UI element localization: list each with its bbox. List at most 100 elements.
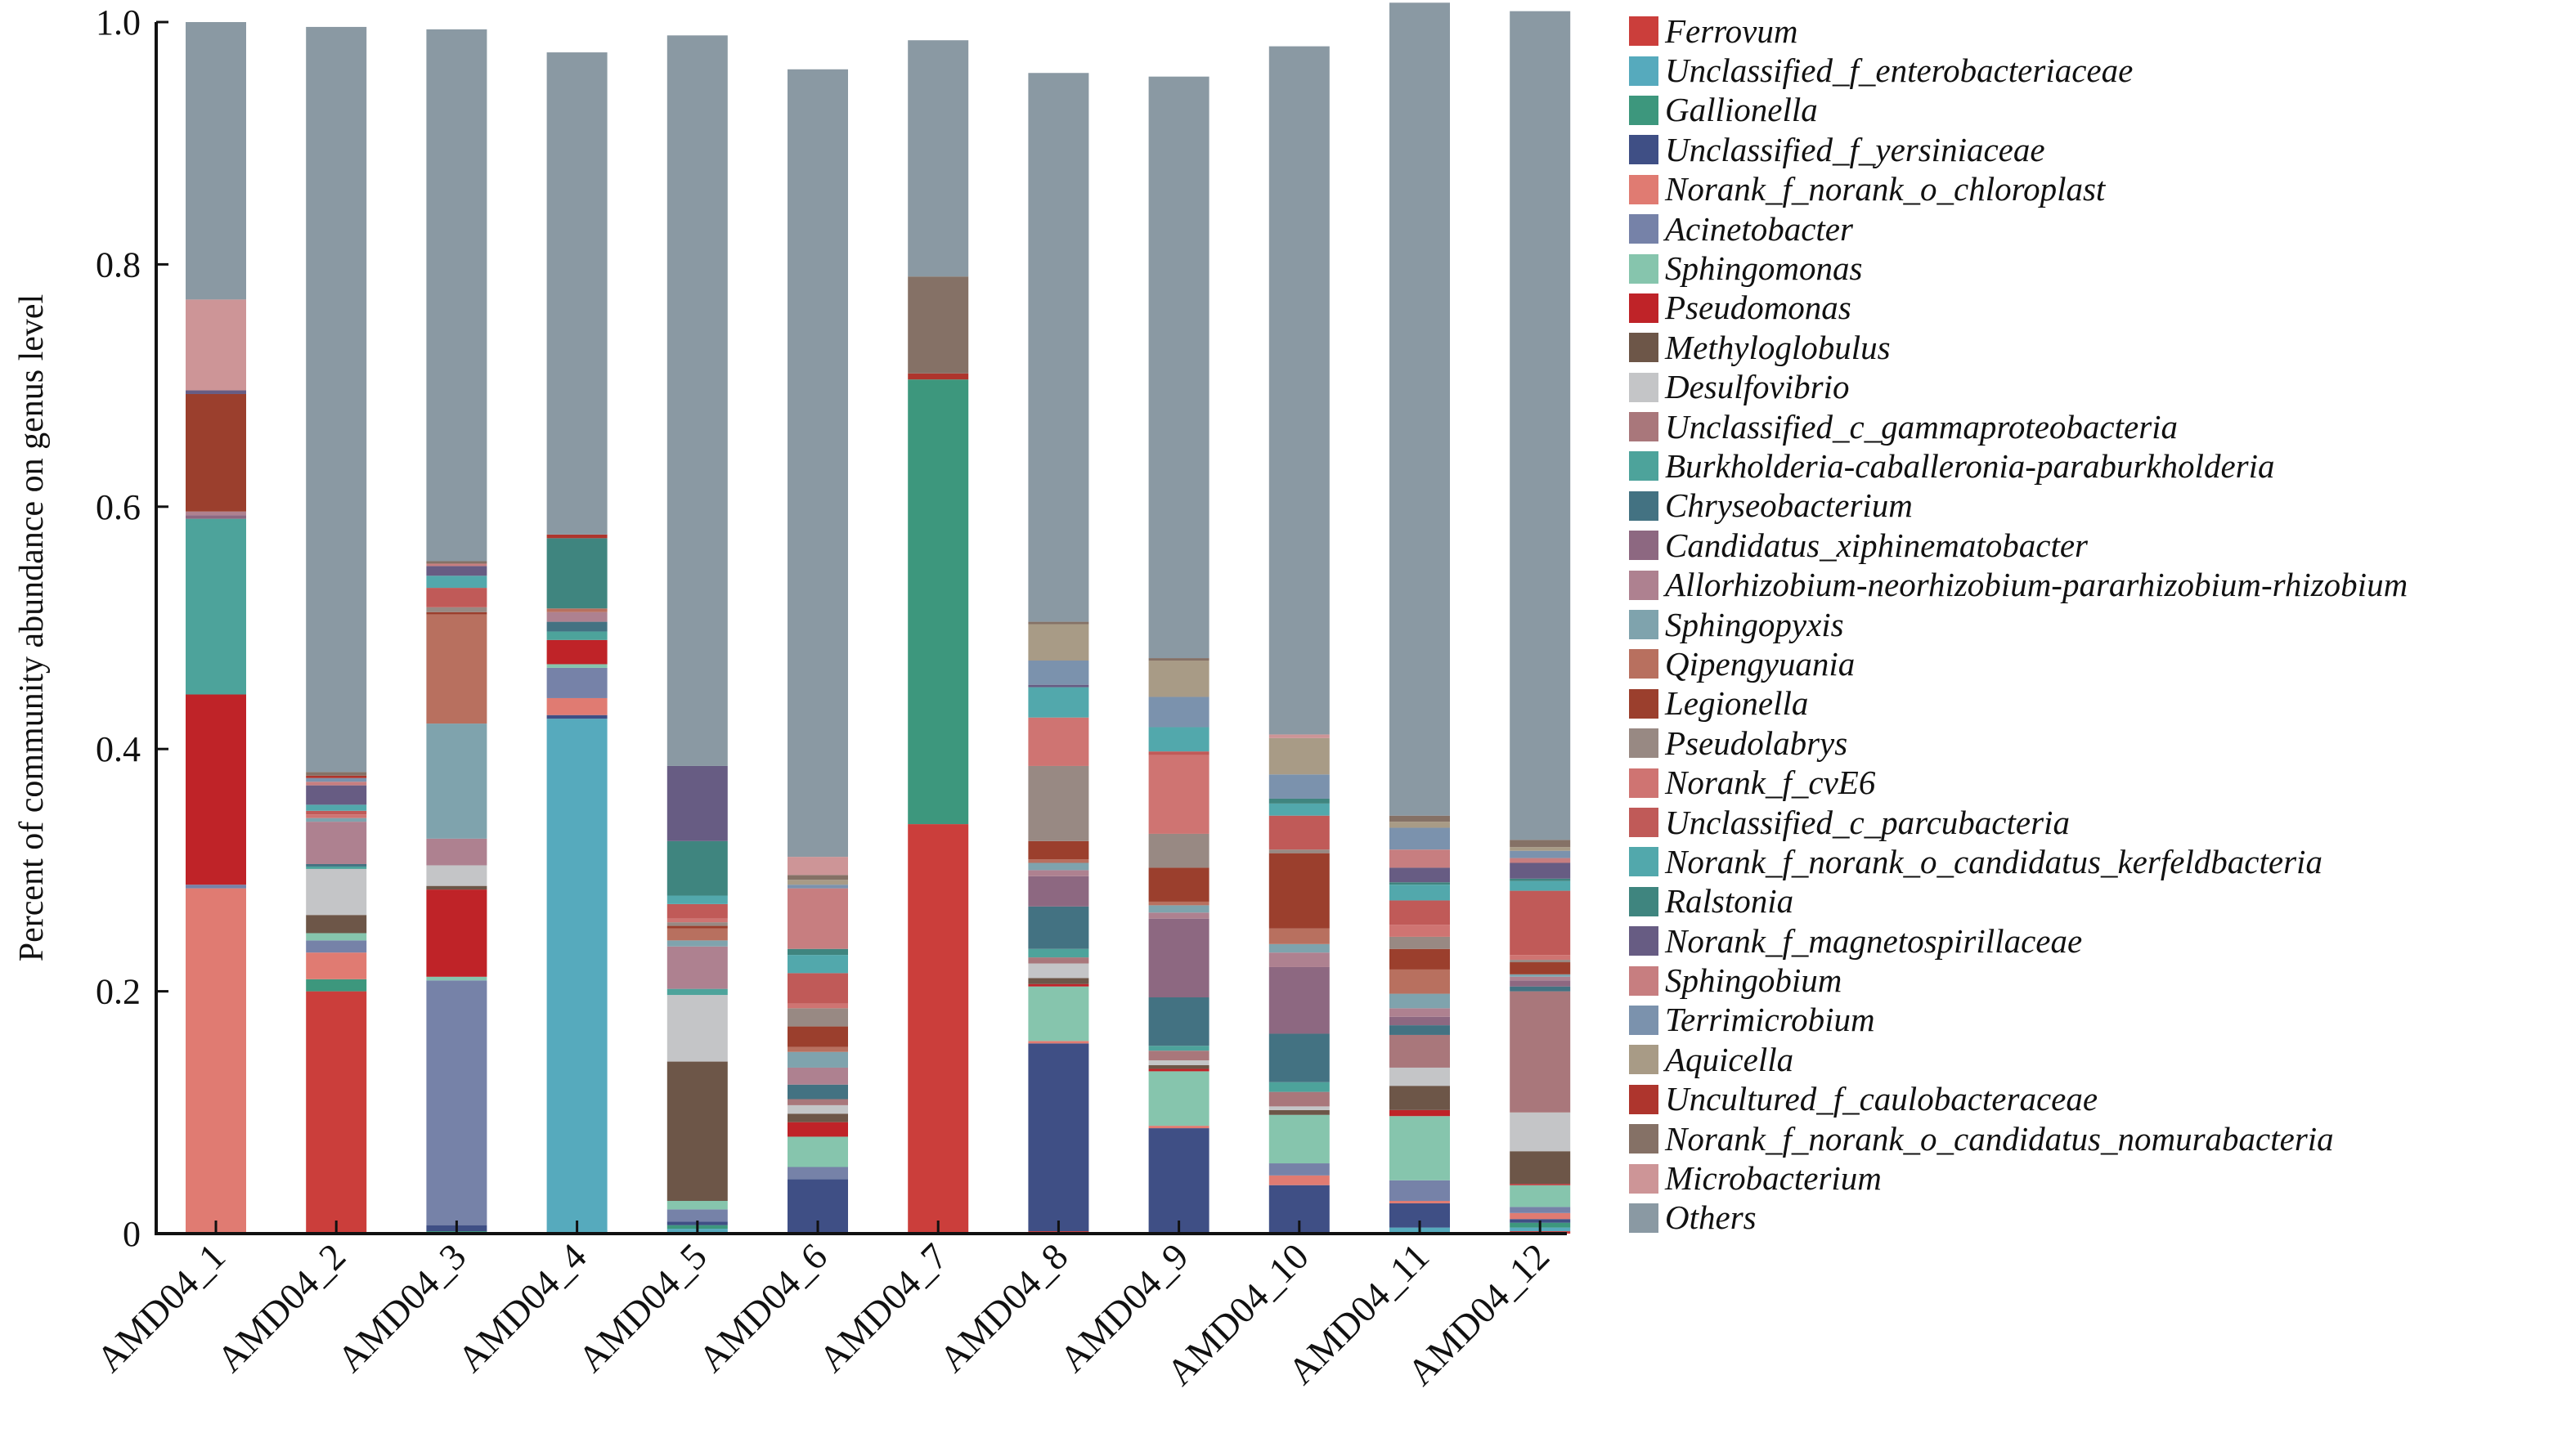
bar-segment (1510, 862, 1571, 879)
bars-layer (186, 2, 1571, 1234)
legend-label: Legionella (1665, 684, 1809, 723)
legend-swatch (1629, 1163, 1658, 1194)
bar-segment (1268, 815, 1330, 850)
bar-segment (788, 885, 848, 889)
legend-swatch (1629, 1045, 1658, 1075)
bar-stack-AMD04_11 (1389, 2, 1450, 1234)
legend-swatch (1629, 451, 1658, 482)
bar-segment (1148, 697, 1209, 728)
legend-label: Ferrovum (1665, 11, 1798, 50)
bar-segment (306, 777, 367, 782)
bar-segment (1510, 986, 1571, 992)
bar-segment (1148, 755, 1209, 834)
bar-segment (788, 1122, 848, 1137)
legend-swatch (1629, 333, 1658, 363)
bar-segment (1268, 1175, 1330, 1185)
legend-label: Terrimicrobium (1665, 1001, 1875, 1039)
bar-segment (546, 631, 608, 640)
bar-segment (186, 518, 246, 695)
bar-segment (1148, 661, 1209, 697)
bar-segment (306, 810, 367, 815)
legend-item: Aquicella (1629, 1040, 2408, 1079)
bar-stack-AMD04_12 (1510, 11, 1571, 1234)
bar-segment (788, 1167, 848, 1180)
bar-segment (1028, 624, 1089, 661)
legend-label: Norank_f_norank_o_candidatus_nomurabacte… (1665, 1119, 2334, 1158)
legend-item: Sphingobium (1629, 961, 2408, 1000)
bar-segment (908, 276, 969, 374)
bar-segment (666, 765, 728, 841)
bar-segment (666, 925, 728, 929)
bar-segment (1389, 1025, 1450, 1035)
bar-segment (908, 40, 969, 277)
bar-stack-AMD04_2 (306, 26, 367, 1234)
bar-segment (306, 952, 367, 979)
bar-segment (1389, 1086, 1450, 1110)
legend-item: Candidatus_xiphinematobacter (1629, 526, 2408, 565)
bar-segment (306, 775, 367, 778)
bar-segment (1028, 73, 1089, 622)
legend-swatch (1629, 886, 1658, 916)
legend-label: Aquicella (1665, 1040, 1794, 1078)
legend-swatch (1629, 847, 1658, 877)
bar-segment (1268, 798, 1330, 804)
legend-swatch (1629, 56, 1658, 86)
bar-segment (1389, 969, 1450, 994)
legend-label: Candidatus_xiphinematobacter (1665, 526, 2089, 564)
bar-segment (1028, 621, 1089, 625)
bar-segment (788, 1051, 848, 1068)
legend-item: Terrimicrobium (1629, 1001, 2408, 1040)
legend-item: Uncultured_f_caulobacteraceae (1629, 1080, 2408, 1119)
bar-segment (788, 1084, 848, 1100)
bar-segment (1510, 962, 1571, 974)
bar-segment (1268, 1109, 1330, 1115)
bar-segment (666, 35, 728, 766)
bar-segment (1268, 853, 1330, 929)
legend-label: Pseudolabrys (1665, 723, 1848, 762)
bar-segment (1389, 993, 1450, 1009)
legend-item: Unclassified_c_parcubacteria (1629, 803, 2408, 842)
legend-swatch (1629, 412, 1658, 442)
bar-segment (1028, 876, 1089, 907)
bar-segment (666, 928, 728, 941)
bar-segment (1268, 46, 1330, 735)
bar-segment (306, 772, 367, 776)
bar-segment (306, 979, 367, 992)
bar-segment (1389, 822, 1450, 828)
bar-segment (306, 866, 367, 869)
legend-swatch (1629, 688, 1658, 719)
legend-label: Methyloglobulus (1665, 328, 1891, 366)
bar-segment (306, 804, 367, 811)
bar-segment (1389, 948, 1450, 970)
legend-swatch (1629, 1084, 1658, 1114)
bar-segment (1148, 751, 1209, 755)
bar-stack-AMD04_7 (908, 40, 969, 1234)
bar-segment (666, 840, 728, 896)
bar-segment (788, 1003, 848, 1009)
bar-stack-AMD04_3 (426, 29, 487, 1234)
bar-segment (426, 614, 487, 724)
bar-segment (1148, 1065, 1209, 1069)
legend-swatch (1629, 16, 1658, 47)
bar-segment (1389, 815, 1450, 822)
legend-item: Microbacterium (1629, 1158, 2408, 1198)
legend-label: Chryseobacterium (1665, 486, 1913, 525)
bar-segment (1028, 986, 1089, 1042)
bar-segment (1148, 1060, 1209, 1065)
bar-segment (666, 988, 728, 996)
legend-swatch (1629, 570, 1658, 600)
legend-label: Unclassified_c_parcubacteria (1665, 803, 2070, 841)
bar-segment (1510, 974, 1571, 977)
bar-segment (1148, 1068, 1209, 1072)
legend-label: Ralstonia (1665, 882, 1794, 921)
legend-label: Norank_f_cvE6 (1665, 764, 1876, 802)
legend-item: Allorhizobium-neorhizobium-pararhizobium… (1629, 565, 2408, 604)
bar-segment (788, 1136, 848, 1167)
bar-segment (306, 915, 367, 934)
bar-segment (426, 885, 487, 890)
legend-swatch (1629, 293, 1658, 323)
bar-segment (426, 723, 487, 839)
bar-segment (1510, 955, 1571, 961)
bar-segment (426, 889, 487, 977)
bar-segment (666, 1061, 728, 1201)
